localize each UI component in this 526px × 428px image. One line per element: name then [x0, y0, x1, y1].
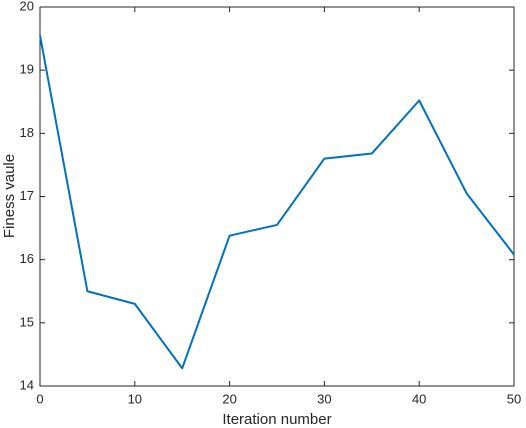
y-axis-label: Finess vaule: [1, 154, 18, 238]
x-tick-label: 10: [128, 391, 142, 406]
plot-frame: [39, 6, 515, 387]
x-axis-label: Iteration number: [222, 411, 331, 428]
x-tick-label: 30: [317, 391, 331, 406]
x-tick-label: 40: [412, 391, 426, 406]
y-tick-label: 15: [20, 314, 34, 329]
y-tick-label: 17: [20, 188, 34, 203]
y-tick-label: 14: [20, 377, 34, 392]
data-line: [39, 35, 515, 370]
x-tick-label: 50: [507, 391, 521, 406]
y-tick-label: 20: [20, 0, 34, 13]
x-tick-label: 0: [36, 391, 43, 406]
x-tick-label: 20: [222, 391, 236, 406]
y-tick-label: 18: [20, 125, 34, 140]
y-tick-label: 19: [20, 62, 34, 77]
y-tick-label: 16: [20, 251, 34, 266]
